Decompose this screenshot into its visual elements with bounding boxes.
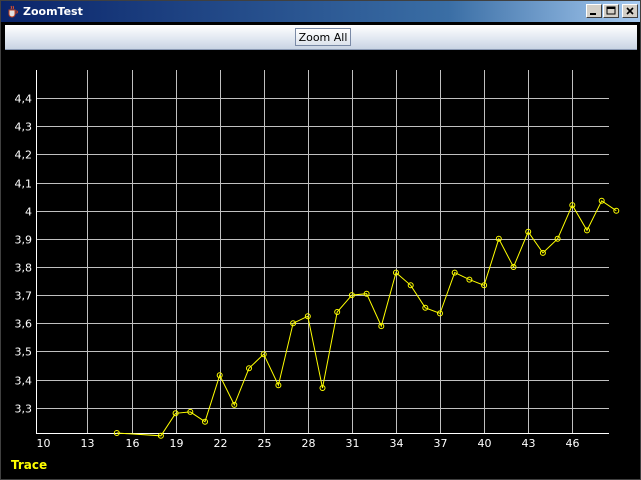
x-tick-label: 28 bbox=[302, 437, 316, 450]
trace-point bbox=[584, 227, 590, 234]
y-tick-label: 3,4 bbox=[15, 375, 33, 388]
java-cup-icon bbox=[5, 5, 19, 19]
line-chart[interactable]: 10 13 16 19 22 25 28 31 34 37 40 43 46 3,3 3,4 3,5 3,6 3,… bbox=[5, 50, 637, 476]
trace-point bbox=[290, 320, 297, 327]
x-tick-label: 37 bbox=[434, 437, 448, 450]
minimize-button[interactable] bbox=[586, 4, 602, 18]
y-tick-label: 3,7 bbox=[15, 290, 33, 303]
x-tick-label: 10 bbox=[37, 437, 51, 450]
trace-point bbox=[525, 228, 532, 235]
x-tick-label: 13 bbox=[81, 437, 95, 450]
trace-point bbox=[319, 385, 326, 391]
x-tick-label: 43 bbox=[522, 437, 536, 450]
maximize-icon bbox=[606, 6, 616, 15]
trace-point bbox=[113, 430, 120, 436]
trace-point bbox=[304, 313, 311, 320]
zoom-all-button[interactable]: Zoom All bbox=[295, 28, 351, 46]
y-tick-label: 4,2 bbox=[15, 149, 33, 162]
trace-point bbox=[202, 418, 208, 425]
trace-point bbox=[466, 276, 473, 283]
y-tick-label: 3,5 bbox=[15, 346, 33, 359]
trace-point bbox=[187, 408, 194, 415]
close-button[interactable] bbox=[622, 4, 638, 18]
trace-point bbox=[334, 309, 341, 315]
x-tick-label: 16 bbox=[126, 437, 140, 450]
y-tick-label: 4,4 bbox=[15, 93, 33, 106]
minimize-icon bbox=[590, 13, 596, 15]
trace-point bbox=[437, 310, 443, 317]
trace-point bbox=[260, 351, 267, 358]
trace-point bbox=[407, 282, 414, 289]
x-tick-label: 22 bbox=[214, 437, 228, 450]
legend-label-trace: Trace bbox=[11, 458, 47, 472]
trace-point bbox=[246, 365, 252, 372]
window-title: ZoomTest bbox=[23, 5, 83, 18]
y-tick-label: 4,3 bbox=[15, 121, 33, 134]
trace-point bbox=[378, 323, 385, 330]
y-tick-label: 4 bbox=[25, 206, 32, 219]
trace-point bbox=[363, 290, 370, 297]
y-tick-label: 3,8 bbox=[15, 262, 33, 275]
trace-point bbox=[510, 264, 517, 270]
trace-point bbox=[495, 235, 502, 242]
x-tick-label: 46 bbox=[566, 437, 580, 450]
trace-point bbox=[539, 249, 546, 256]
trace-point bbox=[451, 269, 458, 276]
y-tick-label: 3,6 bbox=[15, 318, 33, 331]
trace-point bbox=[231, 401, 238, 408]
trace-point bbox=[598, 197, 605, 204]
x-tick-label: 19 bbox=[170, 437, 184, 450]
trace-point bbox=[348, 292, 355, 299]
trace-point bbox=[613, 207, 620, 214]
trace-point bbox=[422, 304, 429, 311]
chart-panel[interactable]: 10 13 16 19 22 25 28 31 34 37 40 43 46 3,3 3,4 3,5 3,6 3,… bbox=[5, 50, 637, 476]
toolbar: Zoom All bbox=[5, 25, 637, 50]
y-tick-label: 3,3 bbox=[15, 403, 33, 416]
trace-point bbox=[569, 202, 576, 209]
x-tick-label: 25 bbox=[258, 437, 272, 450]
maximize-button[interactable] bbox=[603, 4, 619, 18]
trace-point bbox=[393, 269, 399, 276]
trace-point bbox=[157, 432, 164, 439]
trace-point bbox=[481, 282, 488, 289]
trace-point bbox=[275, 382, 282, 389]
y-tick-label: 4,1 bbox=[15, 178, 33, 191]
x-tick-label: 34 bbox=[390, 437, 404, 450]
x-tick-label: 40 bbox=[478, 437, 492, 450]
trace-point bbox=[554, 235, 561, 242]
trace-point bbox=[216, 372, 223, 379]
x-tick-label: 31 bbox=[346, 437, 360, 450]
trace-point bbox=[172, 410, 179, 417]
y-tick-label: 3,9 bbox=[15, 234, 33, 247]
title-bar[interactable]: ZoomTest bbox=[1, 1, 640, 22]
close-icon bbox=[626, 7, 634, 15]
trace-line bbox=[116, 200, 617, 437]
